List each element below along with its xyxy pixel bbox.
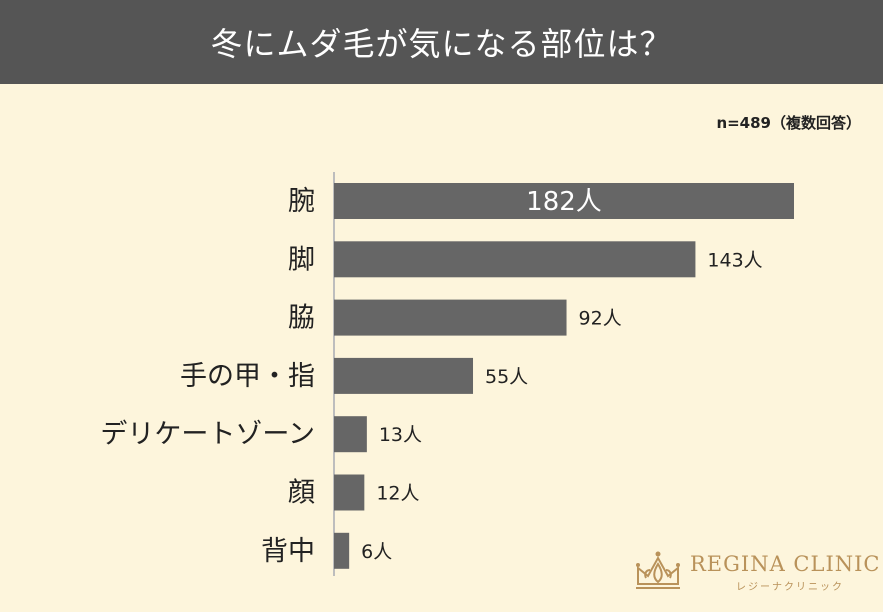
value-label-0: 182人	[526, 187, 602, 217]
category-label-2: 脇	[288, 303, 315, 334]
value-label-5: 12人	[376, 483, 419, 505]
bar-4	[334, 416, 367, 453]
bar-1	[334, 241, 696, 278]
category-label-3: 手の甲・指	[180, 361, 315, 392]
bar-3	[334, 357, 474, 394]
title-bar: 冬にムダ毛が気になる部位は？	[0, 0, 883, 84]
logo-name: REGINA CLINIC	[690, 552, 881, 576]
bar-6	[334, 532, 350, 569]
value-label-2: 92人	[579, 308, 622, 330]
category-label-1: 脚	[288, 244, 315, 275]
chart-title: 冬にムダ毛が気になる部位は？	[210, 25, 673, 63]
clinic-logo: REGINA CLINIC レジーナクリニック	[632, 548, 879, 598]
category-label-5: 顔	[288, 478, 315, 509]
category-label-0: 腕	[288, 186, 315, 217]
bar-5	[334, 474, 365, 511]
category-label-4: デリケートゾーン	[100, 419, 315, 450]
logo-kana: レジーナクリニック	[736, 582, 844, 593]
value-label-6: 6人	[361, 541, 392, 563]
value-label-1: 143人	[707, 249, 762, 271]
category-label-6: 背中	[261, 536, 315, 567]
value-label-3: 55人	[485, 366, 528, 388]
value-label-4: 13人	[379, 424, 422, 446]
bar-2	[334, 299, 567, 336]
crown-icon	[636, 551, 680, 589]
bar-0	[334, 183, 794, 219]
sample-size-note: n=489（複数回答）	[716, 114, 861, 132]
